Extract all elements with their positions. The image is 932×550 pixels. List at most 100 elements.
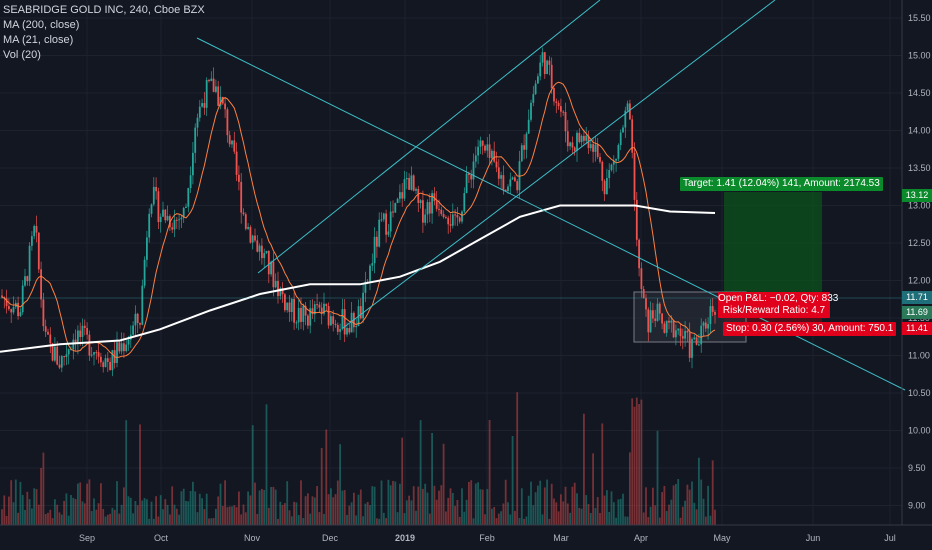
volume-legend[interactable]: Vol (20) [3, 49, 41, 61]
price-tick-label: 10.50 [908, 388, 931, 398]
candle-body [86, 327, 88, 335]
volume-bar [95, 509, 98, 525]
volume-bar [645, 487, 647, 525]
candle-body [606, 178, 608, 195]
risk-reward-text: Risk/Reward Ratio: 4.7 [722, 305, 826, 316]
candle-body [675, 330, 677, 338]
volume-bars [1, 392, 716, 525]
candle-body [81, 325, 84, 337]
candle-body [403, 179, 406, 199]
volume-bar [346, 514, 348, 525]
ma200-legend[interactable]: MA (200, close) [3, 19, 80, 31]
volume-bar [106, 514, 109, 525]
stop-label[interactable]: Stop: 0.30 (2.56%) 30, Amount: 750.1 [723, 322, 897, 336]
candle-body [19, 312, 22, 317]
candle-body [382, 213, 385, 220]
volume-bar [343, 490, 346, 525]
volume-bar [226, 507, 229, 525]
candle-body [106, 358, 109, 362]
volume-bar [422, 488, 424, 525]
candle-body [143, 259, 146, 286]
candle-body [385, 213, 387, 235]
volume-bar [320, 447, 323, 525]
ma21-legend[interactable]: MA (21, close) [3, 34, 74, 46]
volume-bar [159, 495, 162, 525]
candle-body [419, 200, 422, 203]
candle-body [497, 167, 500, 179]
volume-bar [263, 489, 266, 525]
volume-bar [194, 491, 197, 525]
volume-bar [198, 493, 201, 525]
volume-bar [182, 488, 185, 525]
volume-bar [417, 486, 420, 525]
candle-body [495, 161, 498, 168]
volume-bar [537, 485, 539, 525]
volume-bar [272, 486, 275, 525]
volume-bar [463, 511, 466, 525]
candle-body [332, 316, 335, 324]
volume-bar [90, 510, 93, 525]
candle-body [698, 344, 700, 346]
candle-body [534, 83, 537, 95]
volume-bar [539, 480, 542, 525]
volume-bar [484, 514, 486, 525]
ma-price-tag: 11.69 [902, 306, 932, 319]
volume-bar [652, 487, 654, 525]
volume-bar [578, 507, 581, 525]
candle-body [100, 356, 102, 363]
open-pl-label[interactable]: Open P&L: −0.02, Qty: 833 Risk/Reward Ra… [718, 292, 838, 318]
price-tick-label: 14.00 [908, 126, 931, 136]
volume-bar [695, 509, 698, 525]
volume-bar [28, 499, 31, 525]
volume-bar [21, 494, 24, 525]
candle-body [573, 147, 576, 151]
candle-body [293, 298, 295, 323]
volume-bar [359, 489, 362, 525]
volume-bar [113, 509, 116, 525]
volume-bar [603, 495, 606, 525]
candle-body [196, 117, 199, 128]
candle-body [668, 320, 670, 323]
candle-body [320, 307, 323, 314]
volume-bar [702, 498, 705, 525]
volume-bar [396, 512, 399, 525]
price-tick-label: 15.50 [908, 13, 931, 23]
target-label[interactable]: Target: 1.41 (12.04%) 141, Amount: 2174.… [680, 177, 883, 191]
candle-body [240, 181, 243, 213]
volume-bar [663, 485, 666, 525]
candle-body [60, 356, 63, 368]
volume-bar [164, 499, 167, 525]
candle-body [412, 175, 415, 191]
volume-bar [24, 510, 26, 525]
volume-bar [325, 429, 328, 525]
candle-body [465, 173, 468, 194]
candle-body [31, 236, 33, 246]
volume-bar [293, 501, 295, 525]
volume-bar [587, 504, 590, 525]
volume-bar [221, 505, 224, 525]
candle-body [28, 245, 31, 282]
candle-body [49, 334, 52, 344]
candle-body [557, 102, 560, 107]
volume-bar [353, 492, 355, 525]
volume-bar [458, 516, 461, 525]
volume-bar [608, 511, 611, 525]
volume-bar [364, 503, 367, 525]
candle-body [346, 327, 348, 335]
volume-bar [654, 505, 657, 525]
volume-bar [649, 506, 652, 525]
candle-body [341, 309, 344, 330]
candle-body [201, 103, 203, 107]
candle-body [44, 326, 47, 332]
volume-bar [251, 425, 254, 525]
volume-bar [258, 490, 261, 525]
candle-body [132, 325, 134, 335]
symbol-title[interactable]: SEABRIDGE GOLD INC, 240, Cboe BZX [3, 4, 205, 16]
volume-bar [601, 423, 604, 525]
candle-body [219, 96, 222, 106]
volume-bar [215, 508, 217, 525]
candle-body [550, 64, 553, 89]
candle-body [125, 344, 128, 352]
volume-bar [392, 480, 394, 525]
